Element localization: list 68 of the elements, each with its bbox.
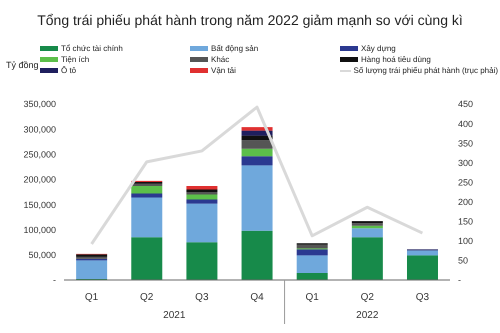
- y2-tick-label: -: [458, 275, 461, 286]
- bar: [186, 204, 218, 242]
- bar: [242, 230, 273, 280]
- legend-label: Xây dựng: [361, 44, 396, 53]
- bar: [186, 192, 218, 195]
- bar: [296, 255, 328, 273]
- y-tick-label: 200,000: [23, 174, 56, 185]
- bar: [131, 237, 162, 280]
- x-tick-label: Q2: [140, 292, 154, 303]
- bar: [406, 255, 438, 280]
- y2-tick-label: 350: [458, 138, 474, 148]
- legend-label: Bất động sản: [211, 44, 258, 53]
- legend-label: Tổ chức tài chính: [61, 44, 123, 53]
- bar: [296, 244, 328, 248]
- legend-label: Tiện ích: [61, 55, 90, 64]
- bar: [131, 198, 162, 238]
- bar: [296, 249, 328, 256]
- bar: [242, 165, 273, 231]
- chart-title: Tổng trái phiếu phát hành trong năm 2022 giảm mạnh so với cùng kì: [36, 12, 464, 28]
- bar: [186, 186, 218, 190]
- bar: [186, 189, 218, 192]
- bar: [352, 226, 383, 228]
- y2-tick-label: 250: [458, 177, 474, 188]
- y-tick-label: 250,000: [23, 149, 56, 160]
- x-tick-label: Q1: [305, 292, 320, 303]
- bar: [242, 140, 273, 149]
- x-tick-label: Q3: [195, 292, 209, 303]
- y2-tick-label: 400: [458, 118, 474, 129]
- x-tick-label: Q1: [84, 292, 99, 303]
- y2-tick-label: 50: [458, 256, 468, 266]
- legend-label: Hàng hoá tiêu dùng: [361, 55, 431, 64]
- bar: [76, 260, 108, 279]
- y2-tick-label: 450: [458, 99, 474, 110]
- y-tick-label: 50,000: [28, 250, 56, 260]
- bar: [352, 228, 383, 238]
- y2-tick-label: 200: [458, 196, 474, 207]
- y-tick-label: 100,000: [23, 224, 56, 235]
- bar: [242, 148, 273, 156]
- line-series: [90, 106, 424, 246]
- bar: [76, 254, 108, 257]
- y-tick-label: 350,000: [23, 99, 56, 110]
- bar: [352, 223, 383, 226]
- legend-label: Khác: [211, 55, 230, 64]
- bar: [131, 194, 162, 198]
- y2-tick-label: 100: [458, 236, 474, 246]
- text: 2022: [356, 310, 379, 321]
- y-axis-title: Tỷ đồng: [6, 60, 39, 70]
- bar: [406, 250, 438, 256]
- bar: [186, 242, 218, 280]
- bar: [131, 183, 162, 186]
- legend-label: Số lượng trái phiếu phát hành (trục phải): [354, 66, 498, 75]
- text: 2021: [163, 310, 186, 321]
- x-tick-label: Q4: [250, 292, 264, 303]
- y2-tick-label: 150: [458, 216, 474, 227]
- x-tick-label: Q3: [416, 292, 430, 303]
- legend-label: Ô tô: [61, 66, 76, 75]
- legend-label: Vận tải: [211, 66, 236, 75]
- bar: [242, 156, 273, 166]
- bar: [296, 272, 328, 280]
- bar: [186, 194, 218, 200]
- y2-tick-label: 300: [458, 158, 474, 168]
- bar: [186, 200, 218, 204]
- y-tick-label: 300,000: [23, 124, 56, 134]
- x-tick-label: Q2: [360, 292, 374, 303]
- bar: [131, 186, 162, 194]
- y-tick-label: 150,000: [23, 200, 56, 210]
- y-tick-label: -: [53, 275, 56, 286]
- bar: [352, 237, 383, 280]
